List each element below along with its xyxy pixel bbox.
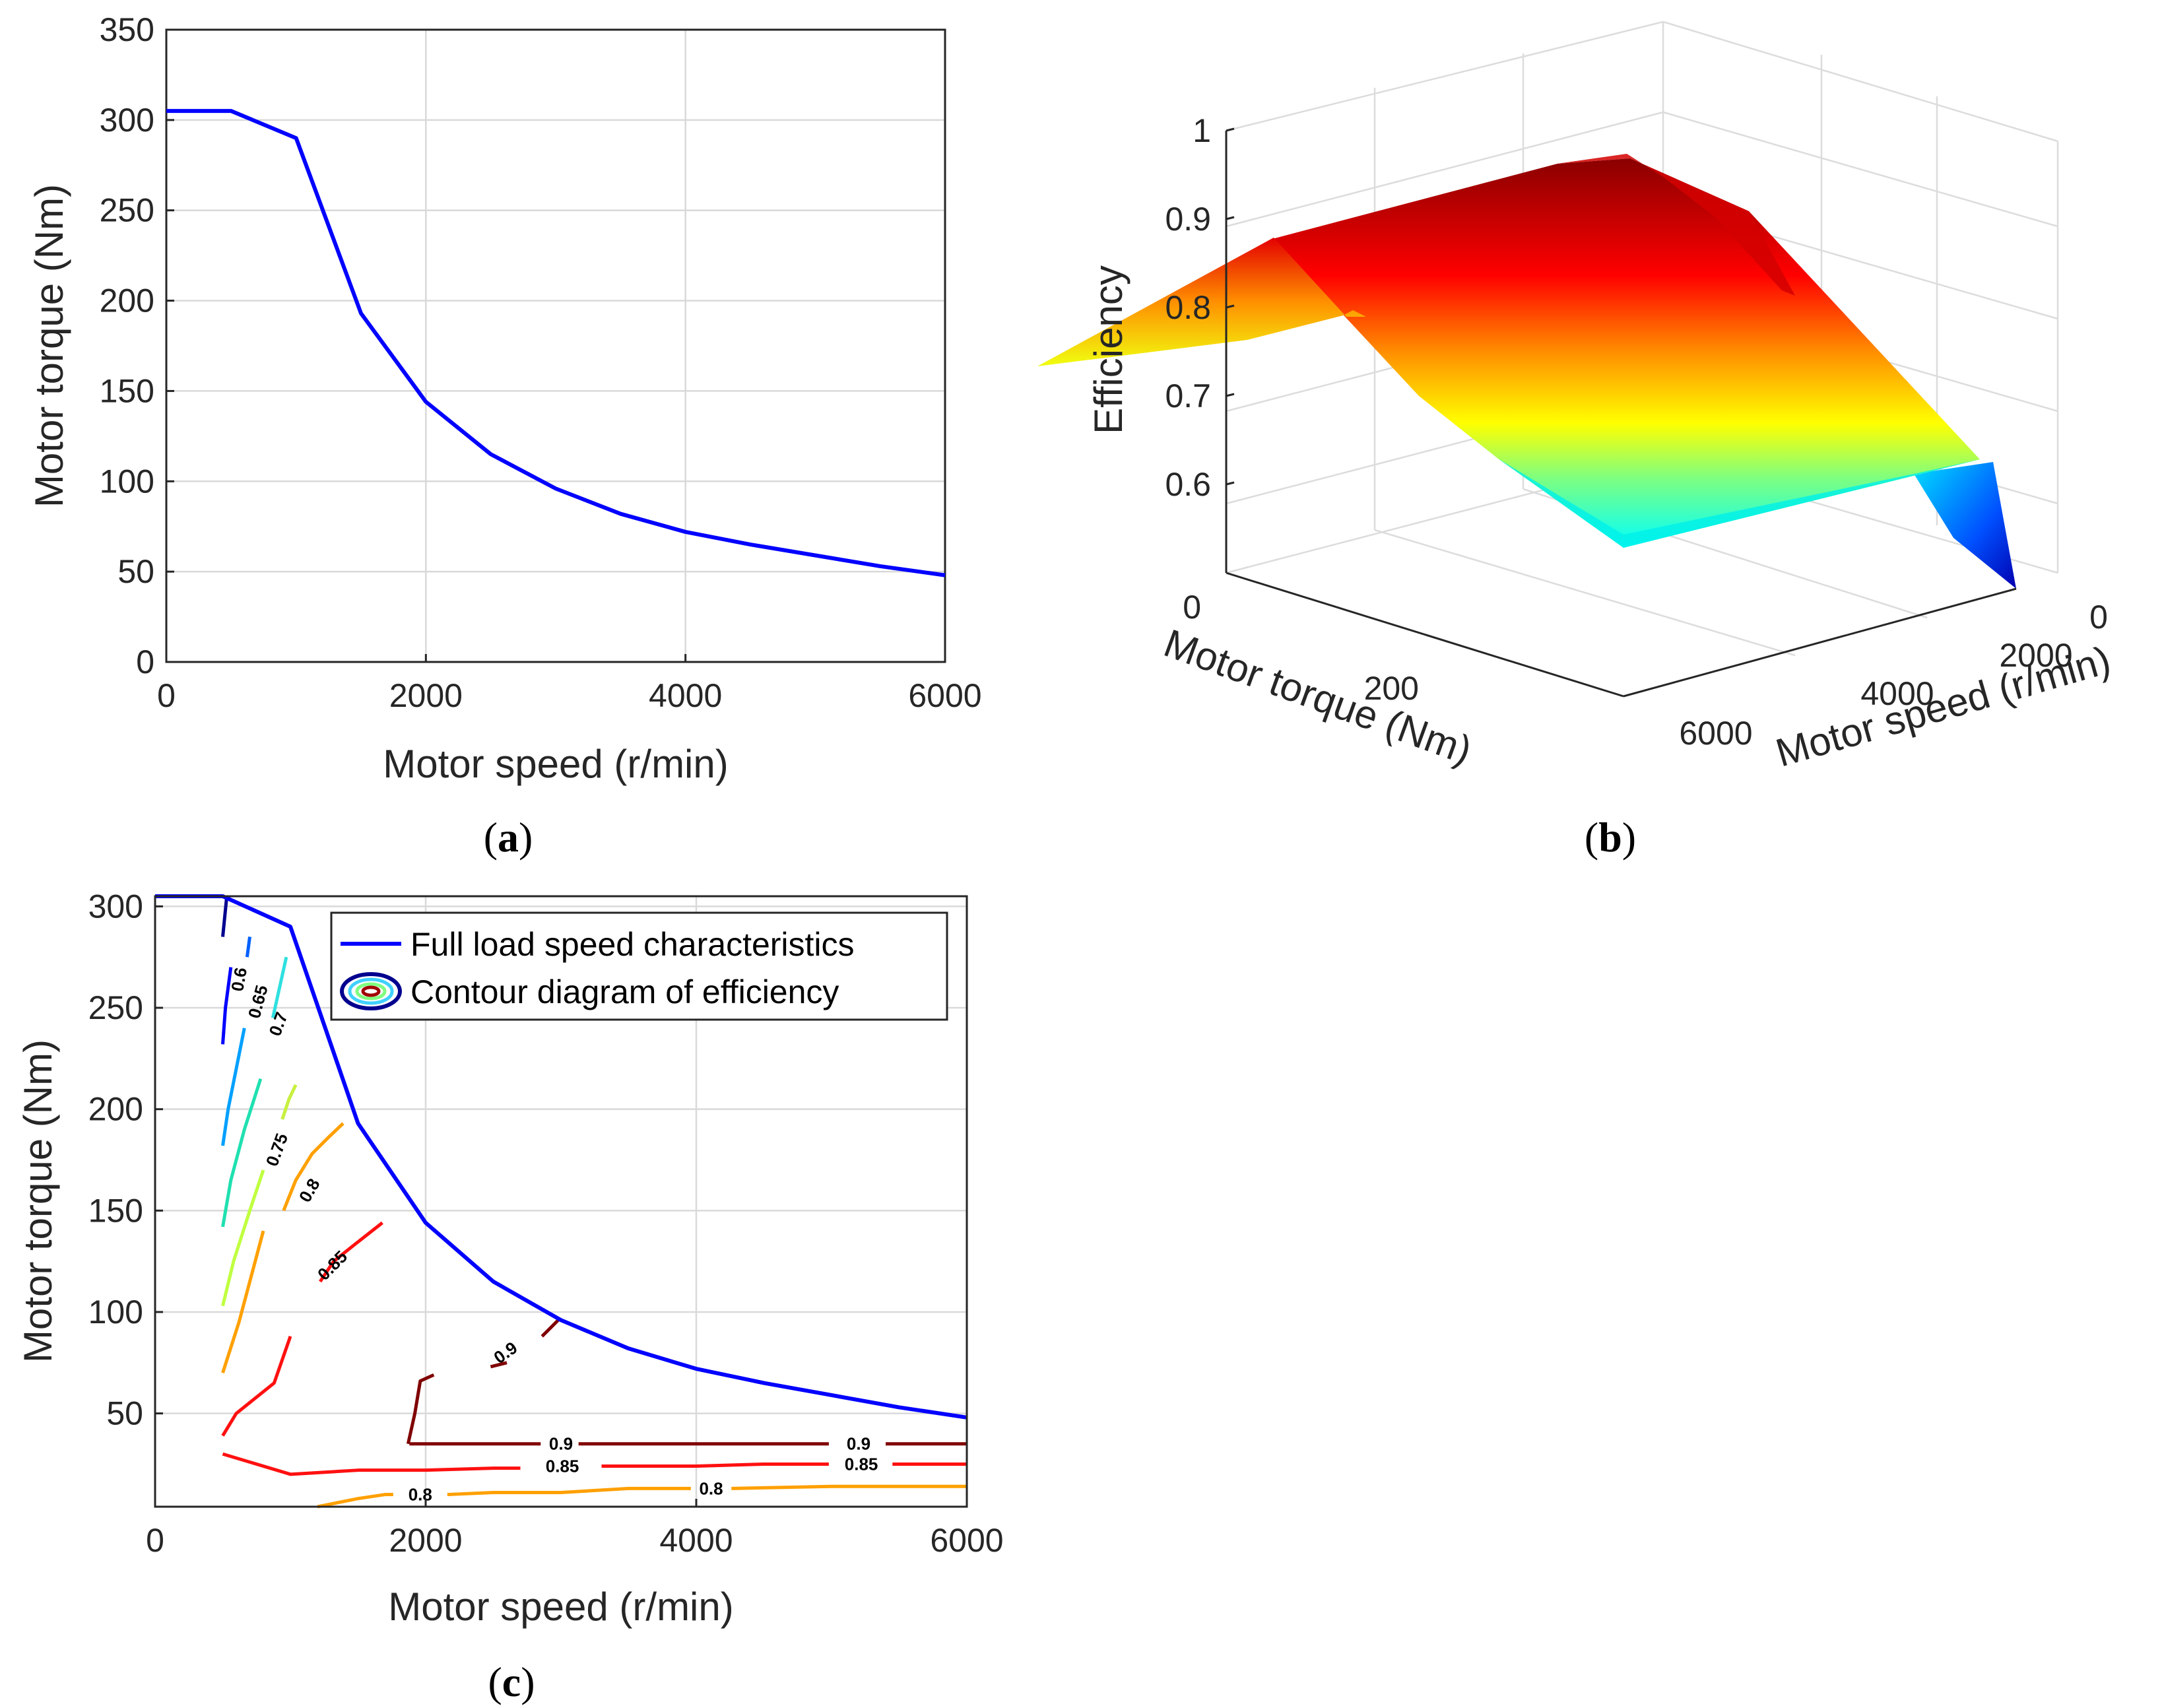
panel-c-ylabel: Motor torque (Nm) <box>16 1039 60 1363</box>
contour-line-0_85 <box>221 1336 292 1437</box>
contour-line-0_85 <box>319 1221 383 1283</box>
speed-tick-label: 2000 <box>1999 637 2072 674</box>
torque-tick-label: 200 <box>1364 670 1419 707</box>
contour-line-0_6 <box>221 967 233 1045</box>
contour-level-label: 0.9 <box>847 1434 870 1454</box>
y-tick-label: 100 <box>100 463 154 500</box>
legend-contour-swatch <box>340 972 402 1010</box>
x-tick-label: 0 <box>157 677 176 714</box>
contour-line-0_65 <box>221 1028 246 1146</box>
y-tick-label: 0 <box>136 643 154 680</box>
panel-b-letter: b <box>1598 814 1622 861</box>
contour-line-0_75 <box>221 1169 265 1307</box>
contour-line-0_85 <box>222 1452 521 1476</box>
speed-tick-label: 0 <box>2089 599 2108 636</box>
panel-c-axes-box <box>154 895 968 1508</box>
full-load-curve <box>166 109 946 577</box>
panel-b-surface-blue-flank <box>1914 462 2016 589</box>
contour-line-0_8 <box>282 1122 344 1212</box>
z-tick-mark <box>1226 481 1235 486</box>
x-tick-label: 6000 <box>930 1522 1003 1559</box>
x-tick-label: 4000 <box>649 677 722 714</box>
contour-line-0_9 <box>541 1319 560 1338</box>
contour-line-0_7 <box>221 1078 263 1228</box>
panel-a-plot-area <box>166 30 945 662</box>
x-tick-label: 4000 <box>659 1522 733 1559</box>
full-load-curve <box>155 894 967 1420</box>
panel-b-zlabel: Efficiency <box>1086 265 1131 434</box>
contour-line-0_6 <box>221 896 229 937</box>
contour-line-0_8 <box>317 1493 393 1509</box>
z-tick-mark <box>1226 393 1235 397</box>
contour-line-0_8 <box>447 1486 691 1497</box>
y-tick-label: 300 <box>88 888 143 925</box>
legend-entry-contour: Contour diagram of efficiency <box>410 973 839 1010</box>
contour-level-label: 0.85 <box>546 1457 579 1476</box>
y-tick-label: 300 <box>100 102 154 139</box>
z-tick-label: 0.6 <box>1165 466 1211 503</box>
panel-a-line-chart: 0 2000 4000 6000 0 50 100 150 200 250 300 350 Motor… <box>27 11 982 861</box>
contour-line-0_7 <box>271 956 288 1018</box>
panel-b-surface-top <box>1272 158 1980 548</box>
panel-a-ylabel: Motor torque (Nm) <box>27 184 71 508</box>
panel-b-caption: (b) <box>1585 814 1636 861</box>
contour-line-0_8 <box>731 1484 967 1490</box>
panel-c-caption: (c) <box>488 1659 535 1705</box>
contour-line-0_65 <box>245 936 251 958</box>
y-tick-label: 200 <box>88 1091 143 1128</box>
contour-level-label: 0.8 <box>409 1485 432 1505</box>
panel-a-axes-box <box>165 28 946 663</box>
contour-level-label: 0.8 <box>699 1478 723 1498</box>
panel-b-surface <box>1037 154 2016 589</box>
z-tick-mark <box>1226 216 1235 220</box>
panel-b-surface-left-face <box>1037 238 1366 366</box>
x-tick-label: 2000 <box>389 677 463 714</box>
contour-level-label: 0.85 <box>845 1454 878 1474</box>
y-tick-label: 150 <box>100 372 154 409</box>
y-tick-label: 150 <box>88 1192 143 1229</box>
panel-b-xlabel: Motor torque (Nm) <box>1158 620 1477 773</box>
panel-a-caption: (a) <box>484 814 533 861</box>
y-tick-label: 200 <box>100 282 154 319</box>
panel-c-letter: c <box>502 1659 521 1705</box>
x-tick-label: 6000 <box>908 677 981 714</box>
panel-b-ylabel: Motor speed (r/min) <box>1771 638 2116 775</box>
legend-entry-full-load: Full load speed characteristics <box>410 926 855 963</box>
z-tick-label: 0.9 <box>1165 201 1211 238</box>
contour-line-0_8 <box>221 1230 265 1373</box>
panel-c-legend: Full load speed characteristics Contour … <box>330 911 948 1021</box>
z-tick-label: 0.7 <box>1165 378 1211 414</box>
panel-c-contour-chart: 0.60.650.70.750.80.850.90.9 0.90.85 0.850.… <box>16 888 1004 1705</box>
z-tick-label: 1 <box>1193 112 1211 149</box>
z-tick-label: 0.8 <box>1165 289 1211 326</box>
y-tick-label: 250 <box>88 989 143 1026</box>
contour-line-0_9 <box>490 1361 508 1369</box>
z-tick-mark <box>1226 127 1235 132</box>
speed-tick-label: 4000 <box>1860 675 1934 712</box>
contour-line-0_85 <box>601 1462 829 1468</box>
legend-box <box>330 911 948 1021</box>
panel-c-xlabel: Motor speed (r/min) <box>388 1585 733 1629</box>
y-tick-label: 50 <box>117 553 154 590</box>
y-tick-label: 250 <box>100 192 154 229</box>
panel-b-surface-rightrise <box>1557 154 1795 296</box>
z-tick-mark <box>1226 304 1235 309</box>
contour-line-0_9 <box>406 1373 435 1445</box>
y-tick-label: 50 <box>106 1395 143 1432</box>
speed-tick-label: 6000 <box>1679 715 1752 752</box>
panel-a-xlabel: Motor speed (r/min) <box>383 742 728 786</box>
y-tick-label: 100 <box>88 1294 143 1330</box>
contour-line-0_75 <box>280 1084 298 1120</box>
x-tick-label: 2000 <box>389 1522 462 1559</box>
y-tick-label: 350 <box>100 11 154 48</box>
panel-b-axes <box>1225 131 2017 698</box>
contour-level-label: 0.9 <box>549 1434 573 1454</box>
x-tick-label: 0 <box>146 1522 164 1559</box>
contour-level-label: 0.6 <box>227 966 251 993</box>
torque-tick-label: 0 <box>1183 589 1201 626</box>
panel-a-letter: a <box>498 814 519 861</box>
